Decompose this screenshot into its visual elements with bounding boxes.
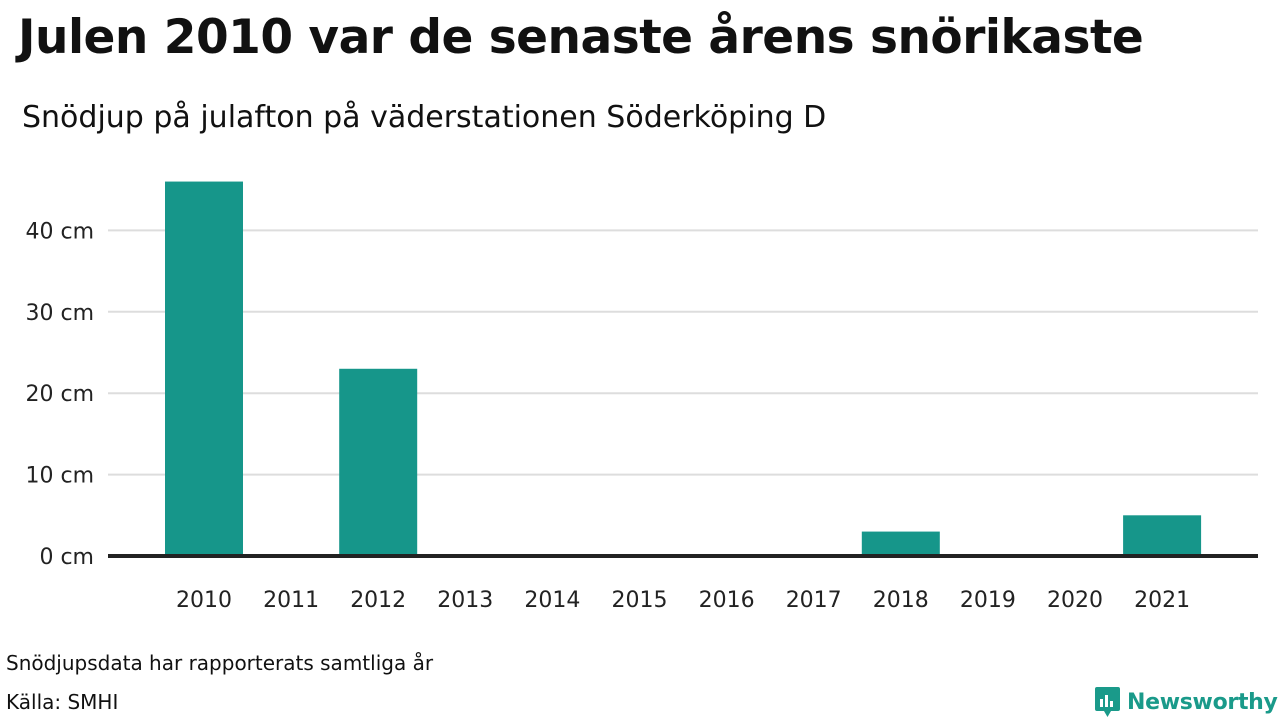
bar (339, 368, 418, 556)
x-tick-label: 2015 (612, 588, 668, 613)
source-label: Källa: SMHI (6, 690, 119, 714)
bar (861, 531, 940, 556)
x-tick-label: 2021 (1134, 588, 1190, 613)
x-tick-label: 2014 (524, 588, 580, 613)
x-tick-label: 2012 (350, 588, 406, 613)
x-tick-label: 2019 (960, 588, 1016, 613)
x-tick-label: 2018 (873, 588, 929, 613)
x-tick-label: 2010 (176, 588, 232, 613)
chart-subtitle: Snödjup på julafton på väderstationen Sö… (22, 100, 827, 135)
x-tick-label: 2013 (437, 588, 493, 613)
y-tick-label: 0 cm (39, 545, 94, 570)
y-tick-label: 40 cm (25, 219, 94, 244)
logo-text: Newsworthy (1127, 690, 1278, 715)
x-tick-label: 2011 (263, 588, 319, 613)
x-tick-label: 2017 (786, 588, 842, 613)
newsworthy-logo: Newsworthy (1094, 686, 1278, 719)
x-tick-label: 2020 (1047, 588, 1103, 613)
bar (1123, 515, 1202, 556)
y-tick-label: 30 cm (25, 301, 94, 326)
y-tick-label: 20 cm (25, 382, 94, 407)
bar-chart: 0 cm 10 cm 20 cm 30 cm 40 cm 2010 2011 2012 2013… (25, 181, 1258, 613)
y-tick-label: 10 cm (25, 464, 94, 489)
bar (165, 181, 243, 556)
data-note: Snödjupsdata har rapporterats samtliga å… (6, 651, 434, 675)
x-tick-label: 2016 (699, 588, 755, 613)
chart-title: Julen 2010 var de senaste årens snörikas… (18, 10, 1144, 65)
newsworthy-logo-icon (1095, 687, 1120, 717)
